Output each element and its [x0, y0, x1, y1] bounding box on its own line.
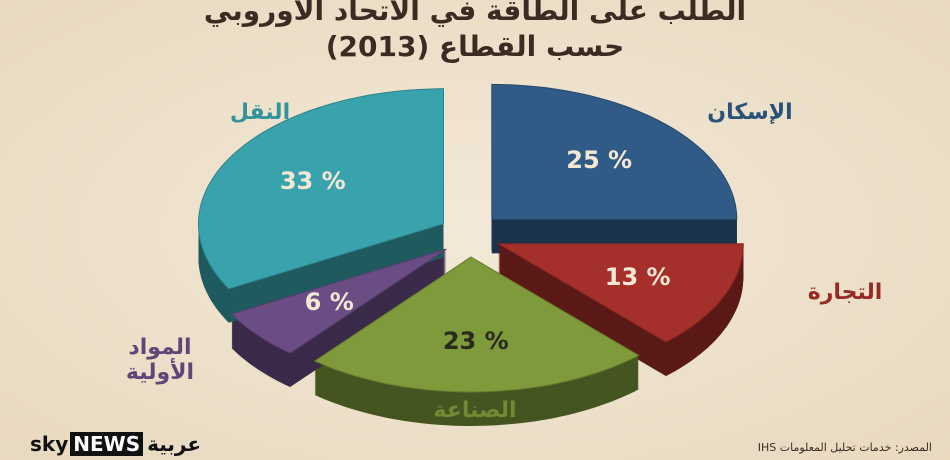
slice	[230, 248, 447, 354]
value-label: 13 %	[604, 262, 671, 291]
category-label: الصناعة	[433, 398, 517, 423]
slice	[496, 243, 744, 343]
category-label: المواد الأولية	[125, 335, 195, 385]
value-label: 23 %	[442, 326, 509, 355]
chart-subtitle: حسب القطاع (2013)	[325, 30, 625, 63]
slice	[198, 88, 444, 290]
logo-news: NEWS	[70, 432, 144, 456]
category-label: الإسكان	[707, 100, 793, 125]
chart-title: الطلب على الطاقة في الاتحاد الأوروبي	[203, 0, 747, 27]
category-label: التجارة	[807, 280, 883, 305]
slice	[313, 256, 640, 393]
logo-sky: sky	[30, 432, 69, 456]
slice	[491, 83, 738, 220]
category-label: النقل	[229, 100, 291, 125]
value-label: 33 %	[279, 167, 346, 196]
value-label: 6 %	[304, 288, 354, 317]
value-label: 25 %	[566, 146, 633, 175]
source: المصدر: خدمات تحليل المعلومات IHS	[757, 441, 932, 454]
logo-arabic: عربية	[147, 432, 202, 456]
logo: sky NEWS عربية	[30, 432, 201, 456]
